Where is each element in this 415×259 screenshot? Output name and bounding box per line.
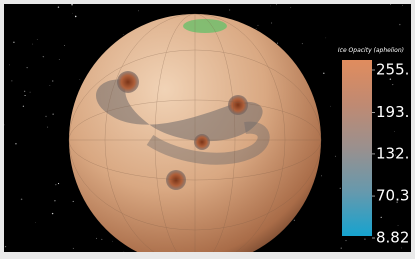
star [323, 73, 324, 74]
star [4, 124, 5, 125]
star [124, 251, 125, 252]
star [9, 64, 10, 65]
star [45, 116, 46, 117]
star [75, 16, 77, 18]
star [101, 239, 102, 240]
visualization: Ice Opacity (aphelion) 255. 193. 132. 70.3 8… [0, 0, 415, 259]
star [73, 201, 74, 202]
star [21, 198, 23, 200]
polar-cap [183, 19, 227, 33]
star [50, 85, 51, 86]
star [58, 6, 59, 7]
star [364, 239, 365, 240]
star [73, 248, 74, 249]
star [401, 248, 402, 249]
star [59, 59, 60, 60]
colorbar-title: Ice Opacity (aphelion) [338, 47, 404, 54]
star [11, 80, 12, 81]
star [47, 127, 48, 128]
star [52, 113, 54, 115]
colorbar-tick-label: 8.82 [376, 229, 409, 247]
star [399, 24, 400, 25]
star [270, 6, 271, 7]
star [256, 28, 257, 29]
star [277, 43, 278, 44]
star [35, 222, 36, 223]
crater [117, 71, 139, 93]
star [32, 44, 33, 45]
star [390, 4, 391, 5]
planet [69, 14, 321, 259]
colorbar-tick-label: 70.3 [376, 187, 409, 205]
star [325, 38, 326, 39]
star [123, 34, 124, 35]
star [58, 183, 59, 184]
colorbar-tick-label: 132. [376, 144, 409, 162]
star [64, 45, 65, 46]
star [52, 213, 53, 214]
star [394, 131, 395, 132]
star [392, 84, 393, 85]
star [402, 5, 403, 6]
star [335, 156, 336, 157]
star [72, 13, 73, 14]
star [341, 247, 342, 248]
star [381, 217, 382, 218]
star [5, 246, 6, 247]
star [71, 4, 72, 5]
star [340, 188, 341, 189]
star [229, 10, 230, 11]
crater [194, 134, 210, 150]
colorbar [342, 60, 372, 236]
star [43, 56, 44, 57]
star [112, 241, 113, 242]
star [80, 79, 81, 80]
star [54, 200, 55, 201]
colorbar-tick-label: 255. [376, 61, 409, 79]
star [330, 106, 331, 107]
star [23, 106, 24, 107]
star [55, 184, 56, 185]
star [96, 238, 97, 239]
star [398, 225, 399, 226]
star [290, 7, 291, 8]
star [24, 91, 25, 92]
star [302, 43, 303, 44]
star [25, 95, 26, 96]
star [15, 143, 16, 144]
star [27, 67, 28, 68]
star [346, 240, 347, 241]
star [294, 220, 295, 221]
star [321, 175, 322, 176]
star [37, 39, 38, 40]
star [52, 81, 53, 82]
star [271, 22, 272, 23]
star [276, 4, 277, 5]
colorbar-tick-label: 193. [376, 103, 409, 121]
star [30, 92, 31, 93]
crater [228, 95, 248, 115]
star [13, 42, 14, 43]
star [257, 25, 258, 26]
star [138, 10, 139, 11]
star [390, 79, 391, 80]
